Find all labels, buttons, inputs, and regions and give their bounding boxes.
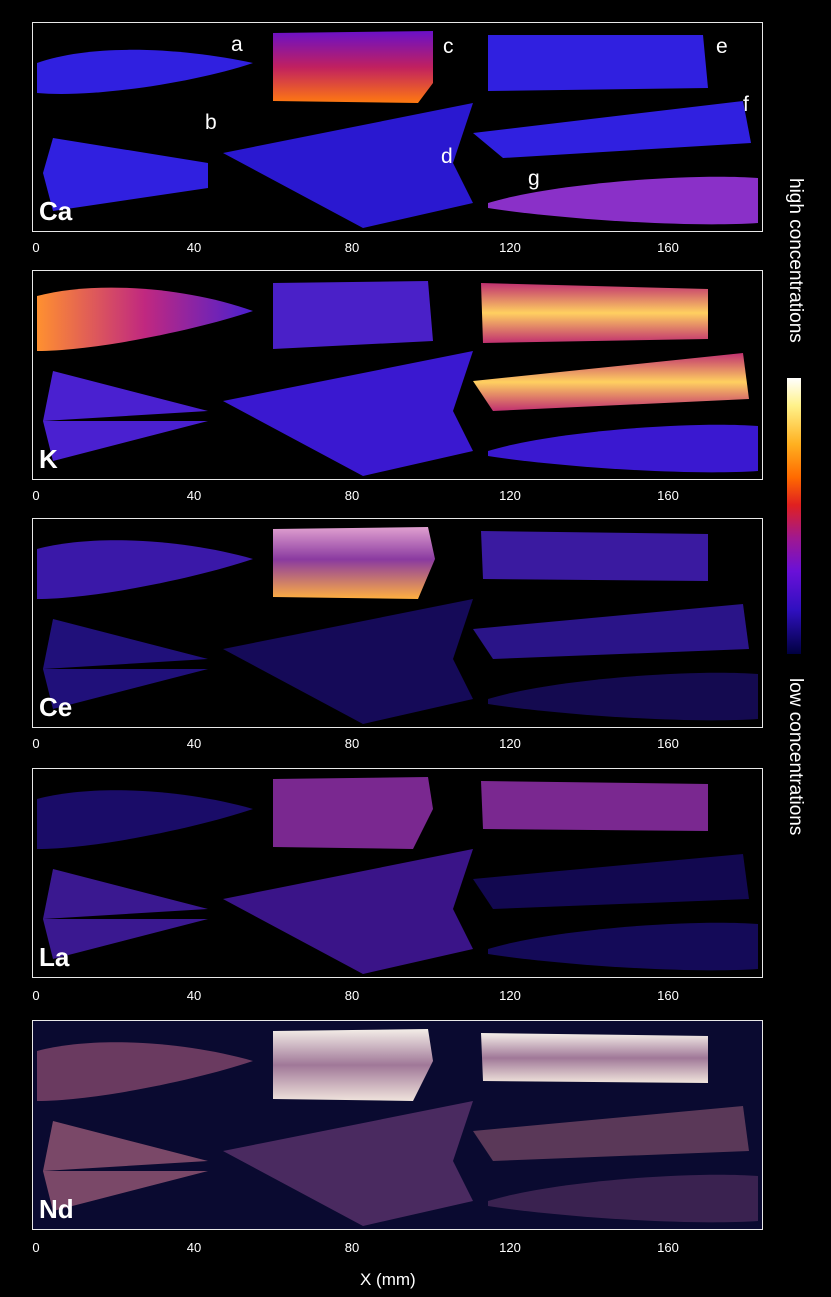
- sample-g: [488, 1174, 758, 1223]
- tick-label: 160: [657, 736, 679, 751]
- element-label: Nd: [39, 1194, 74, 1224]
- sample-a: [37, 790, 253, 849]
- sample-c: [273, 777, 433, 849]
- x-axis-label: X (mm): [360, 1270, 416, 1289]
- sample-f: [473, 854, 749, 909]
- sample-f: [473, 353, 749, 411]
- sample-g: [488, 176, 758, 225]
- tick-label: 120: [499, 488, 521, 503]
- element-label: La: [39, 942, 70, 972]
- panel-ca: Ca a b c d e f g: [32, 22, 763, 232]
- sample-a: [37, 49, 253, 94]
- panel-la: La: [32, 768, 763, 978]
- tick-label: 160: [657, 1240, 679, 1255]
- colorbar-high-label: high concentrations: [785, 178, 806, 343]
- panel-nd: Nd: [32, 1020, 763, 1230]
- sample-d: [223, 351, 473, 476]
- sample-g: [488, 922, 758, 971]
- sample-f: [473, 1106, 749, 1161]
- sample-e: [488, 35, 708, 91]
- tick-label: 0: [32, 988, 40, 1003]
- element-label: K: [39, 444, 58, 474]
- tick-label: 120: [499, 988, 521, 1003]
- sample-g: [488, 424, 758, 473]
- colorbar: [787, 378, 801, 654]
- sample-label-f: f: [743, 93, 749, 116]
- x-ticks-la: 0 40 80 120 160: [32, 988, 763, 1006]
- sample-e: [481, 283, 708, 343]
- ca-map: [37, 31, 758, 228]
- tick-label: 160: [657, 240, 679, 255]
- panel-ce: Ce: [32, 518, 763, 728]
- sample-c: [273, 281, 433, 349]
- sample-label-e: e: [716, 35, 728, 58]
- x-ticks-ca: 0 40 80 120 160: [32, 240, 763, 258]
- element-label: Ca: [39, 196, 73, 226]
- sample-label-b: b: [205, 111, 217, 134]
- sample-b: [43, 1121, 208, 1211]
- sample-d: [223, 103, 473, 228]
- tick-label: 80: [344, 736, 360, 751]
- sample-d: [223, 599, 473, 724]
- sample-label-a: a: [231, 33, 243, 56]
- tick-label: 160: [657, 988, 679, 1003]
- sample-f: [473, 101, 751, 158]
- tick-label: 0: [32, 488, 40, 503]
- tick-label: 120: [499, 240, 521, 255]
- sample-a: [37, 1042, 253, 1101]
- panel-k: K: [32, 270, 763, 480]
- sample-c: [273, 527, 435, 599]
- sample-b: [43, 619, 208, 709]
- sample-c: [273, 31, 433, 103]
- colorbar-low-label: low concentrations: [785, 678, 806, 836]
- sample-label-c: c: [443, 35, 454, 58]
- ce-map: [37, 527, 758, 724]
- sample-d: [223, 849, 473, 974]
- tick-label: 0: [32, 1240, 40, 1255]
- tick-label: 80: [344, 488, 360, 503]
- tick-label: 160: [657, 488, 679, 503]
- sample-e: [481, 1033, 708, 1083]
- tick-label: 40: [186, 240, 202, 255]
- sample-b: [43, 869, 208, 959]
- sample-label-d: d: [441, 145, 453, 168]
- k-map: [37, 281, 758, 476]
- tick-label: 0: [32, 736, 40, 751]
- element-label: Ce: [39, 692, 73, 722]
- sample-f: [473, 604, 749, 659]
- sample-label-g: g: [528, 167, 540, 190]
- tick-label: 40: [186, 1240, 202, 1255]
- tick-label: 120: [499, 736, 521, 751]
- x-ticks-k: 0 40 80 120 160: [32, 488, 763, 506]
- sample-d: [223, 1101, 473, 1226]
- sample-c: [273, 1029, 433, 1101]
- sample-b: [43, 371, 208, 461]
- x-ticks-ce: 0 40 80 120 160: [32, 736, 763, 754]
- tick-label: 0: [32, 240, 40, 255]
- sample-a: [37, 540, 253, 599]
- tick-label: 80: [344, 1240, 360, 1255]
- sample-g: [488, 672, 758, 721]
- sample-e: [481, 531, 708, 581]
- tick-label: 40: [186, 988, 202, 1003]
- tick-label: 40: [186, 488, 202, 503]
- sample-a: [37, 287, 253, 351]
- tick-label: 80: [344, 988, 360, 1003]
- x-ticks-nd: 0 40 80 120 160: [32, 1240, 763, 1258]
- tick-label: 40: [186, 736, 202, 751]
- tick-label: 120: [499, 1240, 521, 1255]
- tick-label: 80: [344, 240, 360, 255]
- sample-e: [481, 781, 708, 831]
- sample-b: [43, 138, 208, 211]
- nd-map: [37, 1029, 758, 1226]
- la-map: [37, 777, 758, 974]
